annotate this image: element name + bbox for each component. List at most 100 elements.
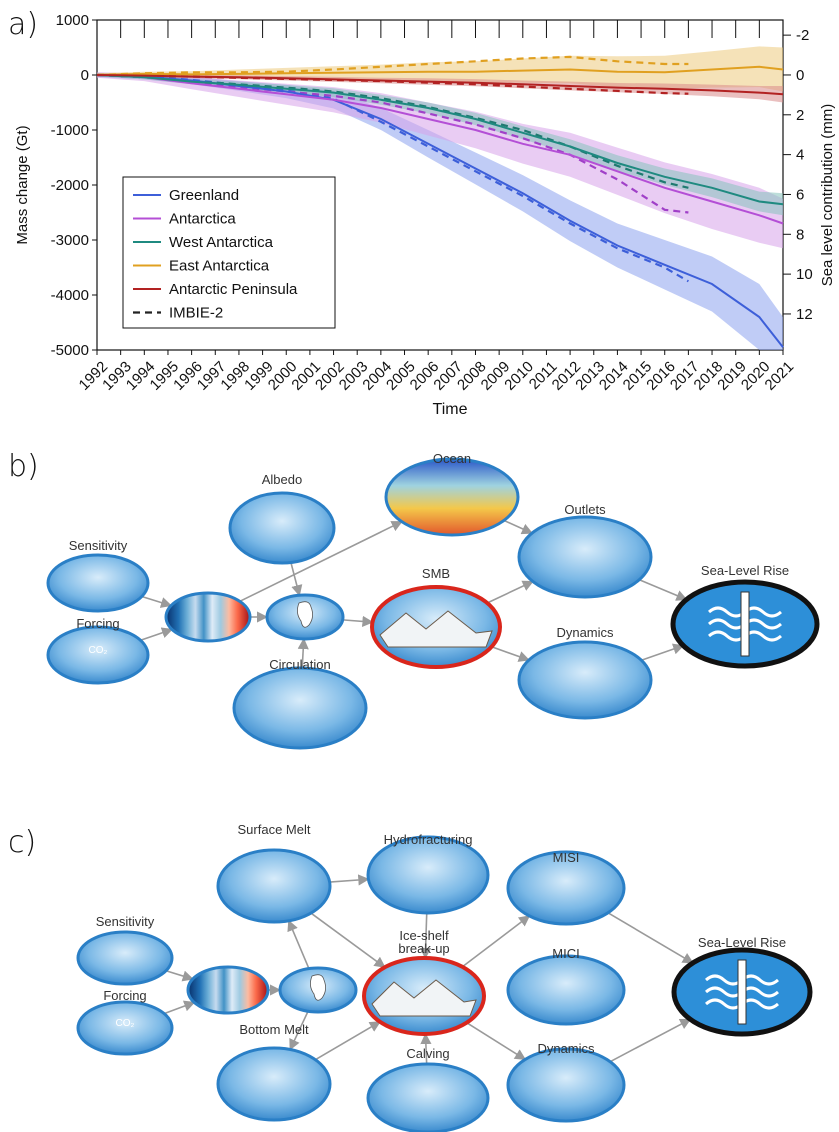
arrow <box>329 874 370 886</box>
node-label: Outlets <box>564 502 606 517</box>
arrow <box>290 562 303 597</box>
y-axis-label: Mass change (Gt) <box>14 125 31 244</box>
legend-box <box>122 176 336 329</box>
icon-text: CO₂ <box>89 645 108 656</box>
land-icon <box>297 601 313 628</box>
arrow <box>310 912 386 968</box>
arrow <box>297 637 309 669</box>
diagram-node <box>228 491 336 565</box>
gauge-icon <box>737 959 747 1025</box>
diagram-node <box>517 640 653 720</box>
diagram-node <box>506 1047 626 1123</box>
gauge-icon <box>740 591 750 657</box>
arrow <box>140 627 174 642</box>
diagram-node <box>517 515 653 599</box>
series-line <box>96 65 784 76</box>
y2-tick-label: -2 <box>796 27 809 44</box>
arrow <box>419 912 432 960</box>
legend-label: Greenland <box>169 187 239 204</box>
diagram-node <box>506 850 626 926</box>
node-label: SMB <box>422 566 450 581</box>
arrow <box>141 595 173 608</box>
series-line <box>96 74 784 96</box>
arrow <box>607 912 694 964</box>
y-tick-label: -5000 <box>51 342 89 359</box>
y-tick-label: 1000 <box>56 12 89 29</box>
diagram-node <box>46 625 150 685</box>
terrain-icon <box>371 979 477 1017</box>
legend-label: Antarctic Peninsula <box>169 281 298 298</box>
y-tick-label: -4000 <box>51 287 89 304</box>
y-tick-label: -3000 <box>51 232 89 249</box>
panel-label: c) <box>8 825 36 860</box>
arrow <box>420 1032 432 1065</box>
diagram-node <box>506 954 626 1026</box>
arrow <box>163 1000 196 1015</box>
arrow <box>289 1010 309 1051</box>
arrow <box>314 1021 381 1061</box>
diagram-node <box>186 965 270 1015</box>
node-label: Forcing <box>76 616 119 631</box>
terrain-icon <box>379 610 493 648</box>
node-label: Sea-Level Rise <box>701 563 789 578</box>
node-label: Dynamics <box>537 1041 595 1056</box>
y-tick-label: -2000 <box>51 177 89 194</box>
series-line <box>96 74 784 225</box>
diagram-node <box>384 457 520 537</box>
arrow <box>342 615 374 627</box>
node-label: Hydrofracturing <box>384 832 473 847</box>
y2-tick-label: 10 <box>796 266 813 283</box>
node-label: Forcing <box>103 988 146 1003</box>
diagram: Sensitivity CO₂ Forcing Surface Melt Hydrofr… <box>76 822 813 1132</box>
arrow <box>486 580 534 604</box>
arrow <box>461 915 531 968</box>
node-label: Dynamics <box>556 625 614 640</box>
arrow <box>638 579 688 601</box>
x-axis-label: Time <box>433 401 468 418</box>
diagram-node <box>366 835 490 915</box>
diagram-node <box>232 666 368 750</box>
y2-tick-label: 6 <box>796 186 804 203</box>
arrow <box>609 1018 692 1063</box>
y2-tick-label: 2 <box>796 107 804 124</box>
reference-line <box>96 55 689 77</box>
panel-label: b) <box>8 449 39 484</box>
node-label: Circulation <box>269 657 330 672</box>
node-label: Sea-Level Rise <box>698 935 786 950</box>
y2-tick-label: 4 <box>796 147 804 164</box>
y2-tick-label: 0 <box>796 67 804 84</box>
arrow <box>641 643 685 662</box>
node-label: Ocean <box>433 451 471 466</box>
diagram-node <box>216 848 332 924</box>
y2-tick-label: 12 <box>796 306 813 323</box>
node-label: Albedo <box>262 472 302 487</box>
land-icon <box>310 974 326 1001</box>
legend-label: IMBIE-2 <box>169 305 223 322</box>
arrow <box>491 646 530 662</box>
diagram-node <box>46 553 150 613</box>
diagram-node <box>76 930 174 986</box>
uncertainty-band <box>97 46 783 92</box>
arrow <box>503 519 534 535</box>
x-tick-label: 2021 <box>762 358 798 394</box>
y2-axis-label: Sea level contribution (mm) <box>819 104 836 287</box>
arrow <box>466 1022 527 1061</box>
diagram: Sensitivity CO₂ Forcing Albedo Ocean Circulat… <box>46 451 820 750</box>
icon-text: CO₂ <box>116 1018 135 1029</box>
node-label: Calving <box>406 1046 449 1061</box>
legend-label: West Antarctica <box>169 234 274 251</box>
node-label: Sensitivity <box>96 914 155 929</box>
chart: -5000 -4000 -3000 -2000 -1000 0 1000 -2 0 2 4 6 8 10 1… <box>14 12 836 418</box>
arrow <box>165 969 194 982</box>
node-label: Surface Melt <box>238 822 311 837</box>
series-line <box>96 74 784 206</box>
diagram-node <box>164 591 252 643</box>
arrow <box>287 919 310 969</box>
y-tick-label: 0 <box>81 67 89 84</box>
node-label: Bottom Melt <box>239 1022 309 1037</box>
y-tick-label: -1000 <box>51 122 89 139</box>
diagram-node <box>216 1046 332 1122</box>
